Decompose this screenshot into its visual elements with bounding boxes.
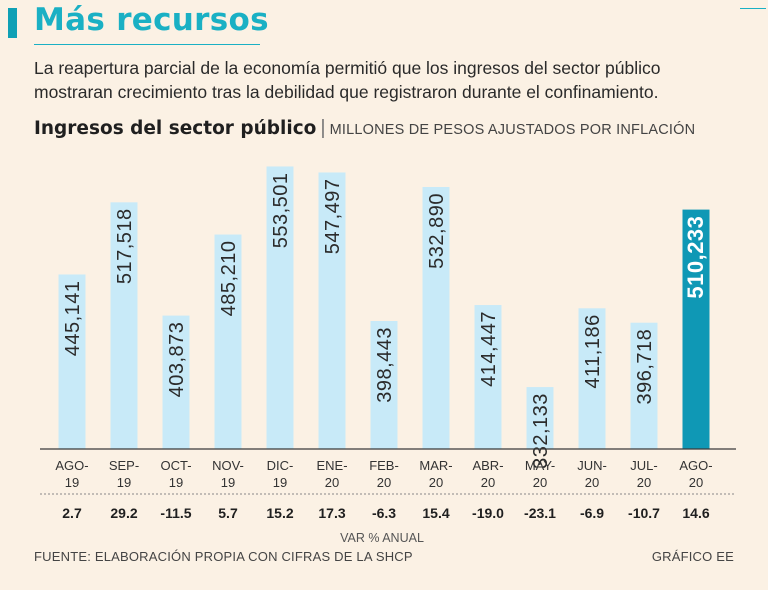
bar-value-label: 396,718 (634, 329, 656, 405)
yoy-change-value: 29.2 (110, 505, 137, 521)
chart-title: Ingresos del sector público | MILLONES DE … (34, 117, 695, 140)
headline: Más recursos (34, 2, 269, 38)
bar-11 (630, 322, 658, 449)
bar-value-label: 398,443 (374, 327, 396, 403)
corner-rule (740, 8, 766, 9)
bar-3 (214, 234, 242, 449)
x-tick-label-month: NOV- (212, 458, 244, 473)
yoy-change-value: -6.3 (372, 505, 396, 521)
x-tick-label-month: MAR- (419, 458, 452, 473)
yoy-change-value: -19.0 (472, 505, 504, 521)
credit-note: GRÁFICO EE (651, 549, 734, 564)
bar-9 (526, 387, 554, 449)
bar-12 (682, 209, 710, 449)
bar-10 (578, 308, 606, 449)
bar-value-label: 547,497 (322, 178, 344, 254)
yoy-change-value: -6.9 (580, 505, 604, 521)
x-tick-label-month: FEB- (369, 458, 399, 473)
x-tick-label-month: OCT- (160, 458, 191, 473)
yoy-change-value: -23.1 (524, 505, 556, 521)
x-tick-label-year: 20 (637, 475, 651, 490)
bar-value-label: 553,501 (270, 172, 292, 248)
yoy-change-value: 15.2 (266, 505, 293, 521)
headline-underline (34, 44, 260, 45)
bar-value-label: 517,518 (114, 208, 136, 284)
chart-unit: MILLONES DE PESOS AJUSTADOS POR INFLACIÓ… (329, 122, 696, 138)
x-tick-label-month: AGO- (679, 458, 712, 473)
bar-value-label: 445,141 (62, 280, 84, 356)
x-tick-label-year: 20 (481, 475, 495, 490)
x-tick-label-year: 20 (533, 475, 547, 490)
x-tick-label-year: 20 (689, 475, 703, 490)
bar-1 (110, 202, 138, 449)
x-tick-label-year: 20 (377, 475, 391, 490)
x-tick-label-year: 19 (273, 475, 287, 490)
x-tick-label-month: ENE- (316, 458, 347, 473)
bar-6 (370, 320, 398, 449)
x-tick-label-year: 20 (585, 475, 599, 490)
yoy-change-value: -11.5 (160, 505, 191, 521)
x-tick-label-year: 19 (65, 475, 79, 490)
yoy-change-value: 5.7 (218, 505, 238, 521)
bar-value-label: 332,133 (530, 393, 552, 469)
bar-value-label: 414,447 (478, 311, 500, 387)
bar-4 (266, 166, 294, 449)
subtitle: La reapertura parcial de la economía per… (34, 58, 661, 102)
chart-title-separator: | (320, 117, 326, 139)
yoy-change-value: 14.6 (682, 505, 709, 521)
bar-value-label: 532,890 (426, 193, 448, 269)
yoy-caption: VAR % ANUAL (340, 531, 424, 545)
yoy-change-value: 15.4 (422, 505, 449, 521)
x-tick-label-month: SEP- (109, 458, 139, 473)
x-tick-label-year: 20 (325, 475, 339, 490)
source-note: FUENTE: ELABORACIÓN PROPIA CON CIFRAS DE… (34, 549, 413, 564)
bar-value-label: 510,233 (683, 216, 708, 299)
bar-7 (422, 187, 450, 449)
chart-title-main: Ingresos del sector público (34, 118, 317, 139)
bar-8 (474, 305, 502, 449)
x-tick-label-month: AGO- (55, 458, 88, 473)
yoy-change-value: -10.7 (628, 505, 660, 521)
yoy-change-value: 17.3 (318, 505, 345, 521)
bar-2 (162, 315, 190, 449)
x-tick-label-year: 20 (429, 475, 443, 490)
bar-value-label: 403,873 (166, 322, 188, 398)
x-tick-label-year: 19 (221, 475, 235, 490)
x-tick-label-month: JUN- (577, 458, 607, 473)
headline-accent-bar (8, 8, 17, 38)
bar-value-label: 411,186 (582, 314, 604, 388)
x-tick-label-month: JUL- (630, 458, 657, 473)
x-tick-label-year: 19 (117, 475, 131, 490)
x-tick-label-month: DIC- (267, 458, 294, 473)
bar-0 (58, 274, 86, 449)
x-tick-label-month: ABR- (472, 458, 503, 473)
x-tick-label-month: MAY- (525, 458, 555, 473)
yoy-change-value: 2.7 (62, 505, 82, 521)
bar-value-label: 485,210 (218, 241, 240, 317)
x-tick-label-year: 19 (169, 475, 183, 490)
bar-5 (318, 172, 346, 449)
